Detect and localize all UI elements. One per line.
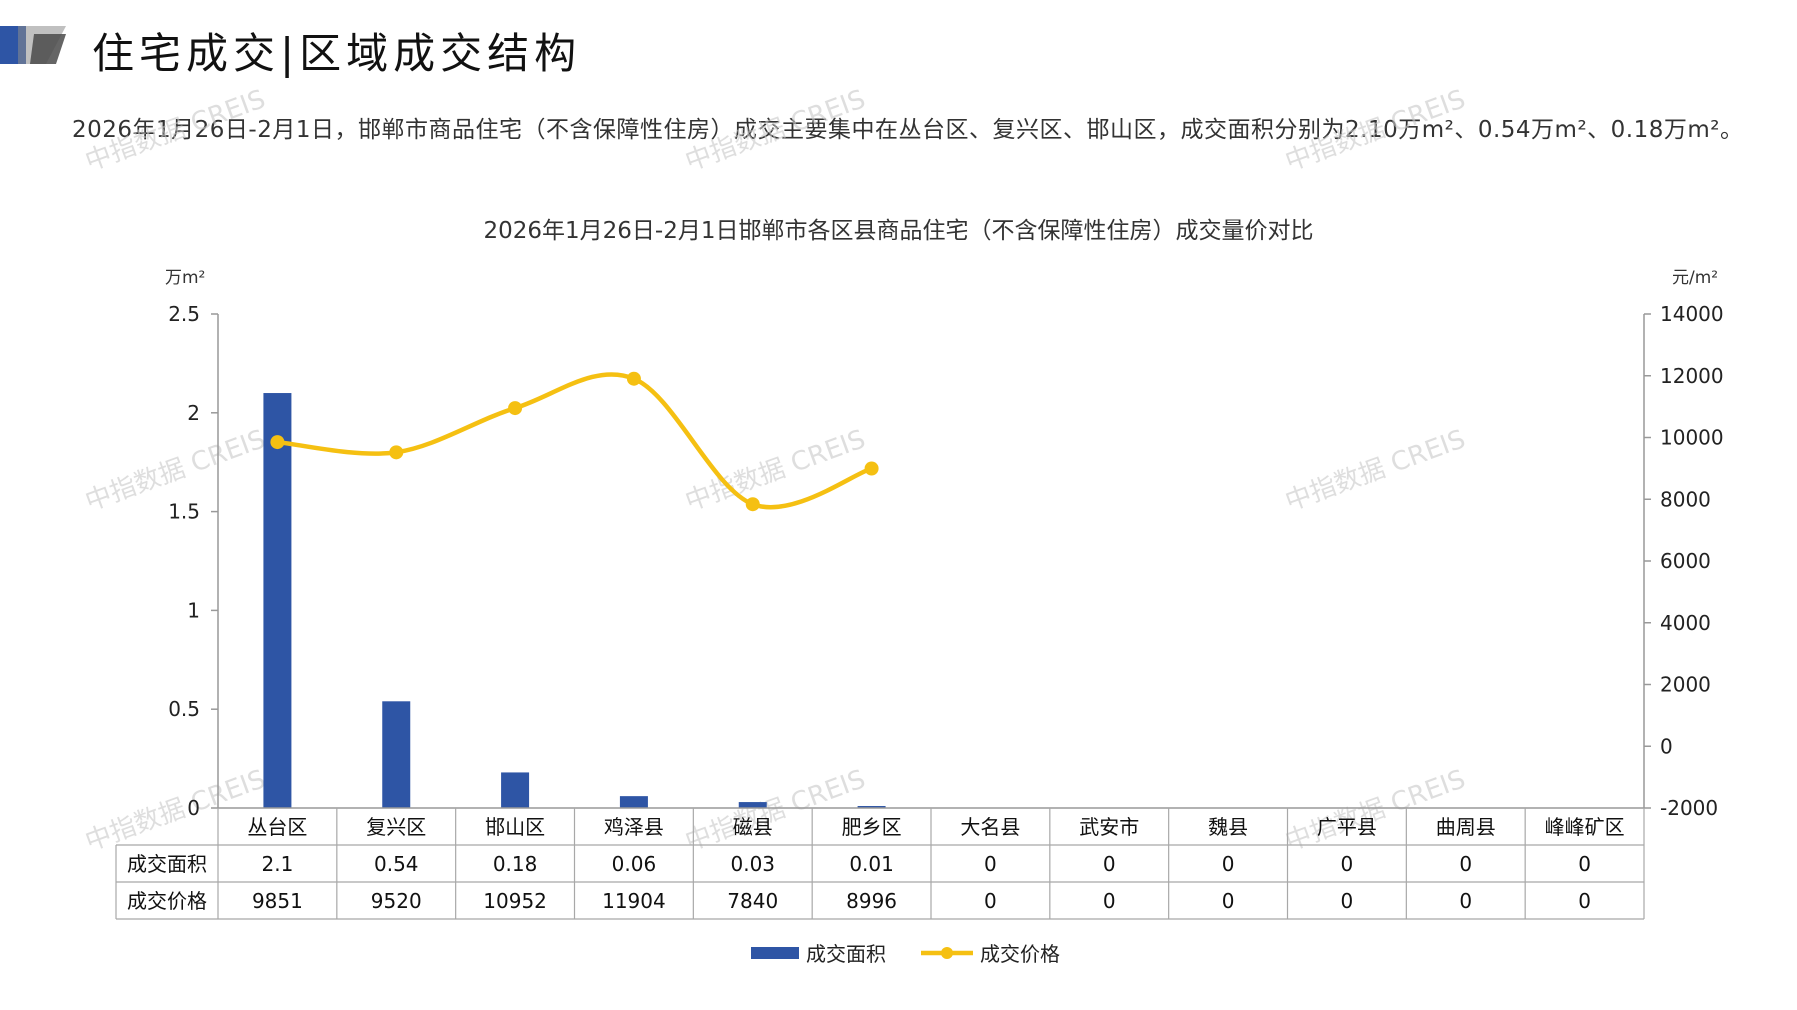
table-cell-price: 9851 — [252, 889, 303, 913]
y-left-tick-label: 1 — [187, 598, 200, 622]
x-tick-label: 丛台区 — [247, 815, 307, 839]
y-right-tick-label: 4000 — [1660, 611, 1711, 635]
brand-logo-icon — [0, 26, 66, 64]
summary-text: 2026年1月26日-2月1日，邯郸市商品住宅（不含保障性住房）成交主要集中在丛… — [72, 117, 1744, 143]
table-row-header: 成交价格 — [127, 889, 207, 913]
bar-0 — [263, 393, 292, 808]
bar-3 — [619, 796, 648, 808]
page-title: 住宅成交|区域成交结构 — [92, 29, 582, 78]
table-cell-price: 0 — [1578, 889, 1591, 913]
price-line — [277, 372, 873, 510]
x-tick-label: 鸡泽县 — [604, 815, 664, 839]
price-point-5 — [864, 461, 879, 476]
y-left-tick-label: 0 — [187, 796, 200, 820]
x-tick-label: 曲周县 — [1436, 815, 1496, 839]
x-tick-label: 磁县 — [733, 815, 773, 839]
x-tick-label: 复兴区 — [366, 815, 426, 839]
table-cell-price: 0 — [1459, 889, 1472, 913]
x-tick-label: 魏县 — [1208, 815, 1248, 839]
x-tick-label: 肥乡区 — [842, 815, 902, 839]
x-tick-label: 邯山区 — [485, 815, 545, 839]
bar-2 — [501, 772, 530, 808]
price-point-4 — [745, 497, 760, 512]
legend-swatch-area — [751, 947, 799, 959]
table-cell-area: 0 — [1459, 852, 1472, 876]
y-left-tick-label: 1.5 — [168, 500, 200, 524]
table-cell-price: 9520 — [371, 889, 422, 913]
table-cell-area: 2.1 — [262, 852, 294, 876]
legend-label-price: 成交价格 — [980, 942, 1060, 966]
y-left-unit: 万m² — [165, 268, 205, 288]
price-point-1 — [389, 445, 404, 460]
table-cell-area: 0.54 — [374, 852, 419, 876]
table-cell-area: 0.03 — [730, 852, 775, 876]
table-cell-price: 11904 — [602, 889, 666, 913]
bar-5 — [857, 806, 886, 808]
table-cell-price: 10952 — [483, 889, 547, 913]
price-point-2 — [508, 401, 523, 416]
table-cell-area: 0.06 — [612, 852, 657, 876]
table-cell-price: 7840 — [727, 889, 778, 913]
chart-title: 2026年1月26日-2月1日邯郸市各区县商品住宅（不含保障性住房）成交量价对比 — [483, 218, 1314, 244]
y-right-tick-label: 6000 — [1660, 549, 1711, 573]
legend-label-area: 成交面积 — [806, 942, 886, 966]
bar-4 — [738, 802, 767, 808]
y-right-tick-label: 8000 — [1660, 487, 1711, 511]
y-right-tick-label: 12000 — [1660, 364, 1724, 388]
price-point-3 — [626, 371, 641, 386]
price-point-0 — [270, 435, 285, 450]
y-left-tick-label: 0.5 — [168, 697, 200, 721]
table-cell-price: 8996 — [846, 889, 897, 913]
table-cell-area: 0 — [984, 852, 997, 876]
table-row-header: 成交面积 — [127, 852, 207, 876]
x-tick-label: 大名县 — [960, 815, 1020, 839]
y-right-tick-label: -2000 — [1660, 796, 1718, 820]
y-right-tick-label: 0 — [1660, 734, 1673, 758]
table-cell-area: 0 — [1578, 852, 1591, 876]
x-tick-label: 武安市 — [1079, 815, 1139, 839]
x-tick-label: 峰峰矿区 — [1545, 815, 1625, 839]
legend-swatch-price-dot — [941, 947, 953, 959]
table-cell-area: 0 — [1103, 852, 1116, 876]
table-cell-area: 0 — [1222, 852, 1235, 876]
table-cell-area: 0.01 — [849, 852, 894, 876]
y-right-tick-label: 10000 — [1660, 426, 1724, 450]
table-cell-price: 0 — [1341, 889, 1354, 913]
y-left-tick-label: 2 — [187, 401, 200, 425]
y-left-tick-label: 2.5 — [168, 302, 200, 326]
table-cell-price: 0 — [1222, 889, 1235, 913]
bar-1 — [382, 701, 411, 808]
y-right-tick-label: 14000 — [1660, 302, 1724, 326]
table-cell-price: 0 — [1103, 889, 1116, 913]
table-cell-area: 0 — [1341, 852, 1354, 876]
y-right-unit: 元/m² — [1672, 268, 1718, 288]
table-cell-price: 0 — [984, 889, 997, 913]
x-tick-label: 广平县 — [1317, 815, 1377, 839]
table-cell-area: 0.18 — [493, 852, 538, 876]
y-right-tick-label: 2000 — [1660, 673, 1711, 697]
